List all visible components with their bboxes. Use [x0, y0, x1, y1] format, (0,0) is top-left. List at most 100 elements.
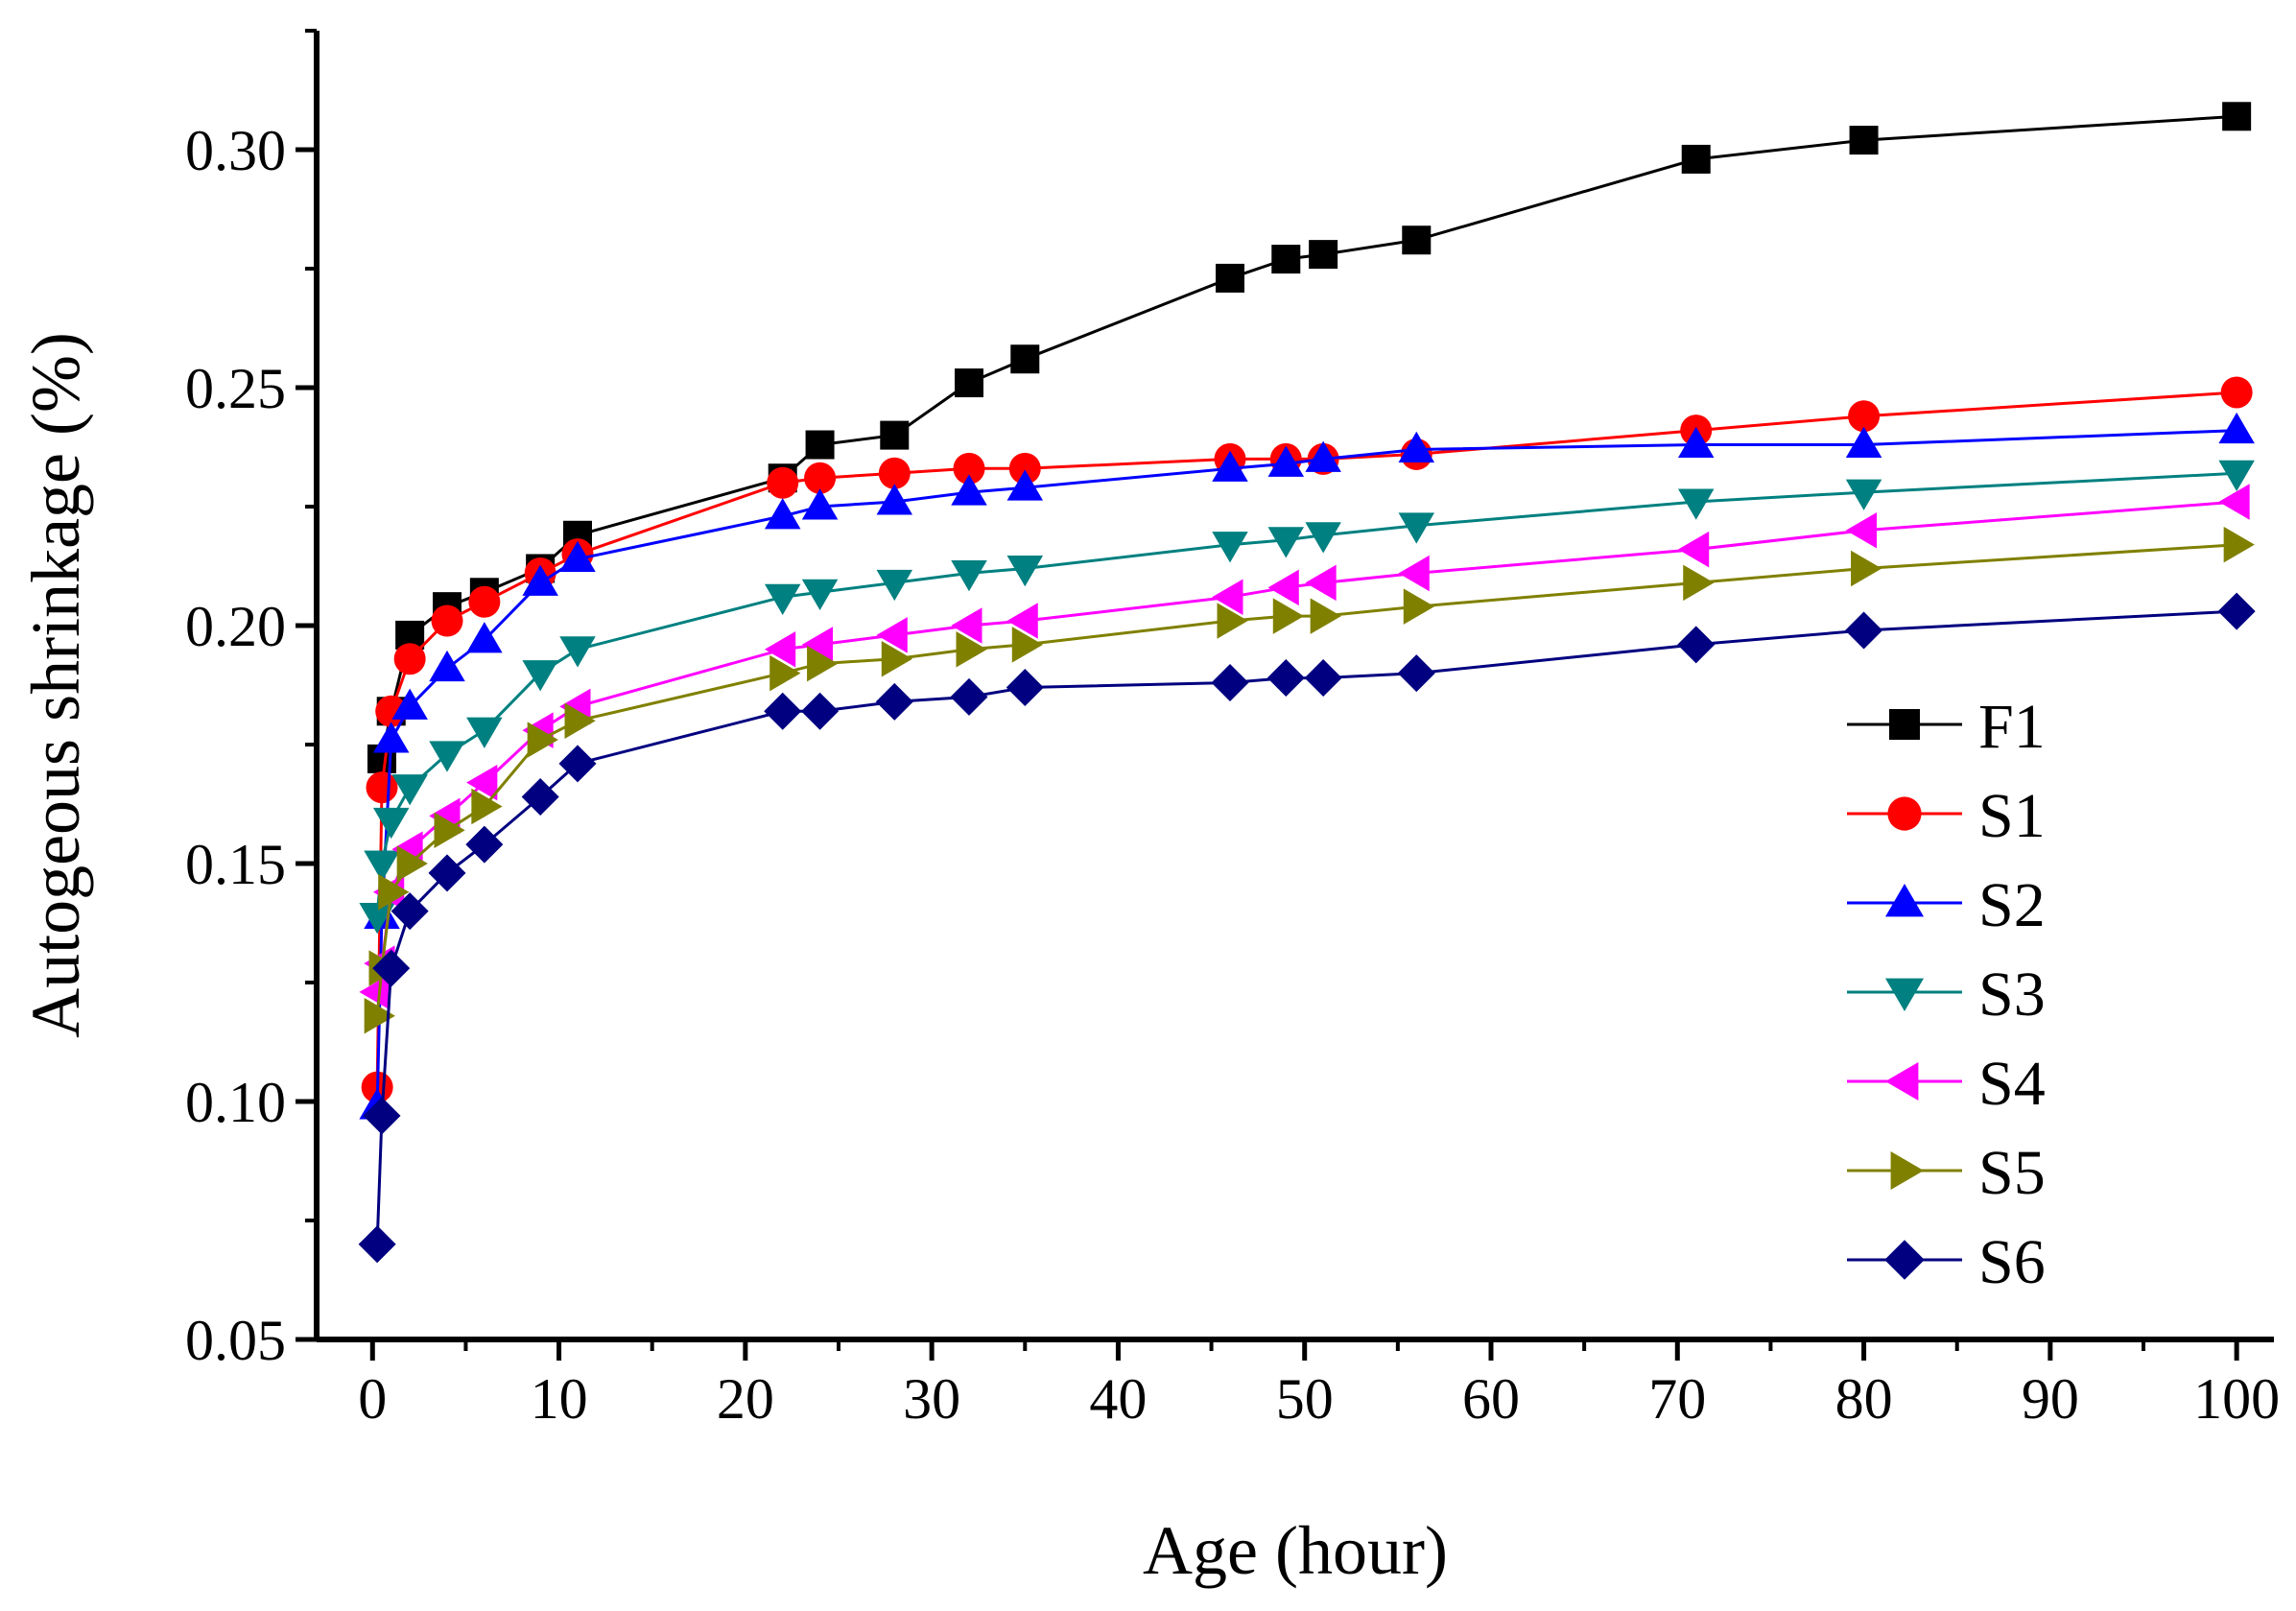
data-point-f1: [1849, 126, 1879, 155]
series-f1: [367, 102, 2252, 773]
data-point-s2: [391, 688, 428, 720]
data-point-s4: [1677, 531, 1710, 568]
x-tick-label: 50: [1276, 1367, 1334, 1431]
data-point-s5: [564, 702, 596, 739]
data-point-s4: [951, 607, 982, 644]
series-group: [358, 102, 2256, 1264]
data-point-s3: [364, 850, 400, 882]
data-point-s2: [951, 474, 987, 506]
data-point-f1: [955, 368, 983, 398]
data-point-f1: [1309, 240, 1338, 270]
x-tick-label: 30: [903, 1367, 960, 1431]
legend-label: S5: [1978, 1138, 2046, 1208]
data-point-s5: [807, 645, 839, 682]
legend-entry-s5: S5: [1847, 1138, 2046, 1208]
data-point-s3: [1267, 527, 1305, 558]
data-point-s2: [1006, 469, 1044, 501]
data-point-s4: [1845, 512, 1878, 549]
data-point-s2: [2218, 412, 2255, 444]
y-tick-label: 0.25: [185, 357, 286, 420]
data-point-f1: [805, 430, 835, 460]
legend-marker: [1885, 1062, 1919, 1101]
data-point-s1: [468, 585, 501, 618]
x-tick-label: 90: [2022, 1367, 2079, 1431]
legend-entry-s2: S2: [1847, 870, 2046, 940]
legend-entry-f1: F1: [1847, 692, 2046, 762]
x-tick-label: 100: [2193, 1367, 2280, 1431]
data-point-s3: [951, 559, 987, 592]
y-tick-label: 0.20: [185, 595, 286, 658]
legend-marker: [1885, 884, 1924, 917]
legend-label: F1: [1978, 692, 2046, 762]
y-axis-title: Autogeous shrinkage (%): [17, 332, 94, 1038]
data-point-s6: [1845, 611, 1883, 650]
data-point-s6: [950, 677, 988, 716]
data-point-s3: [801, 579, 839, 611]
y-tick-label: 0.15: [185, 833, 286, 896]
data-point-f1: [1271, 245, 1301, 274]
data-point-s3: [429, 741, 465, 772]
data-point-s3: [372, 807, 410, 840]
data-point-s1: [804, 462, 837, 494]
data-point-s3: [1845, 479, 1882, 510]
x-tick-label: 10: [531, 1367, 588, 1431]
data-point-s2: [801, 488, 839, 520]
data-point-f1: [1402, 225, 1432, 255]
legend-label: S1: [1978, 781, 2046, 851]
data-point-s2: [372, 722, 410, 753]
y-tick-label: 0.10: [185, 1071, 286, 1134]
data-point-s2: [1267, 445, 1305, 477]
data-point-s3: [876, 569, 913, 602]
data-point-s4: [1212, 579, 1243, 615]
x-tick-label: 60: [1462, 1367, 1520, 1431]
data-point-s2: [764, 498, 801, 530]
data-point-s2: [1845, 426, 1882, 459]
data-point-f1: [1681, 144, 1711, 174]
x-axis-title: Age (hour): [1143, 1512, 1448, 1589]
x-tick-label: 20: [717, 1367, 774, 1431]
ticks-group: 0 10 20 30 40 50 60 70 80 90 100 0.05 0.10 0.15 0.20 0.…: [185, 29, 2280, 1431]
y-tick-label: 0.30: [185, 119, 286, 182]
legend-label: S4: [1978, 1049, 2046, 1119]
legend: F1 S1 S2 S3 S4 S5 S6: [1847, 692, 2046, 1297]
data-point-f1: [880, 420, 910, 450]
series-line-s2: [375, 429, 2237, 1107]
series-line-f1: [380, 114, 2237, 760]
y-tick-label: 0.05: [185, 1309, 286, 1372]
data-point-s1: [393, 643, 426, 675]
data-point-s5: [1403, 588, 1435, 625]
data-point-s6: [465, 825, 504, 864]
data-point-s3: [2218, 460, 2255, 492]
data-point-s2: [1677, 426, 1715, 459]
data-point-s5: [1851, 550, 1882, 587]
series-s6: [358, 592, 2256, 1264]
data-point-s1: [1008, 452, 1041, 485]
data-point-s5: [1011, 627, 1044, 663]
data-point-s6: [875, 682, 913, 721]
data-point-s6: [428, 854, 466, 892]
data-point-s5: [434, 812, 465, 849]
data-point-s4: [359, 974, 391, 1010]
data-point-s4: [1305, 564, 1337, 602]
data-point-f1: [1216, 263, 1244, 293]
data-point-s5: [956, 631, 987, 668]
data-point-s6: [521, 778, 559, 817]
data-point-s3: [391, 774, 428, 806]
data-point-s6: [1304, 659, 1342, 698]
data-point-s2: [876, 484, 913, 515]
data-point-s5: [1683, 564, 1715, 602]
data-point-s3: [1677, 488, 1715, 520]
legend-label: S6: [1978, 1227, 2046, 1297]
data-point-s2: [466, 622, 503, 653]
data-point-s6: [372, 949, 411, 987]
series-line-s4: [375, 500, 2237, 993]
data-point-f1: [1010, 344, 1040, 374]
data-point-s2: [1398, 431, 1435, 462]
series-s3: [359, 460, 2255, 935]
data-point-s5: [1217, 603, 1248, 639]
series-line-s3: [375, 471, 2237, 916]
data-point-s6: [2217, 592, 2256, 630]
x-tick-label: 80: [1835, 1367, 1893, 1431]
series-line-s6: [375, 609, 2237, 1244]
